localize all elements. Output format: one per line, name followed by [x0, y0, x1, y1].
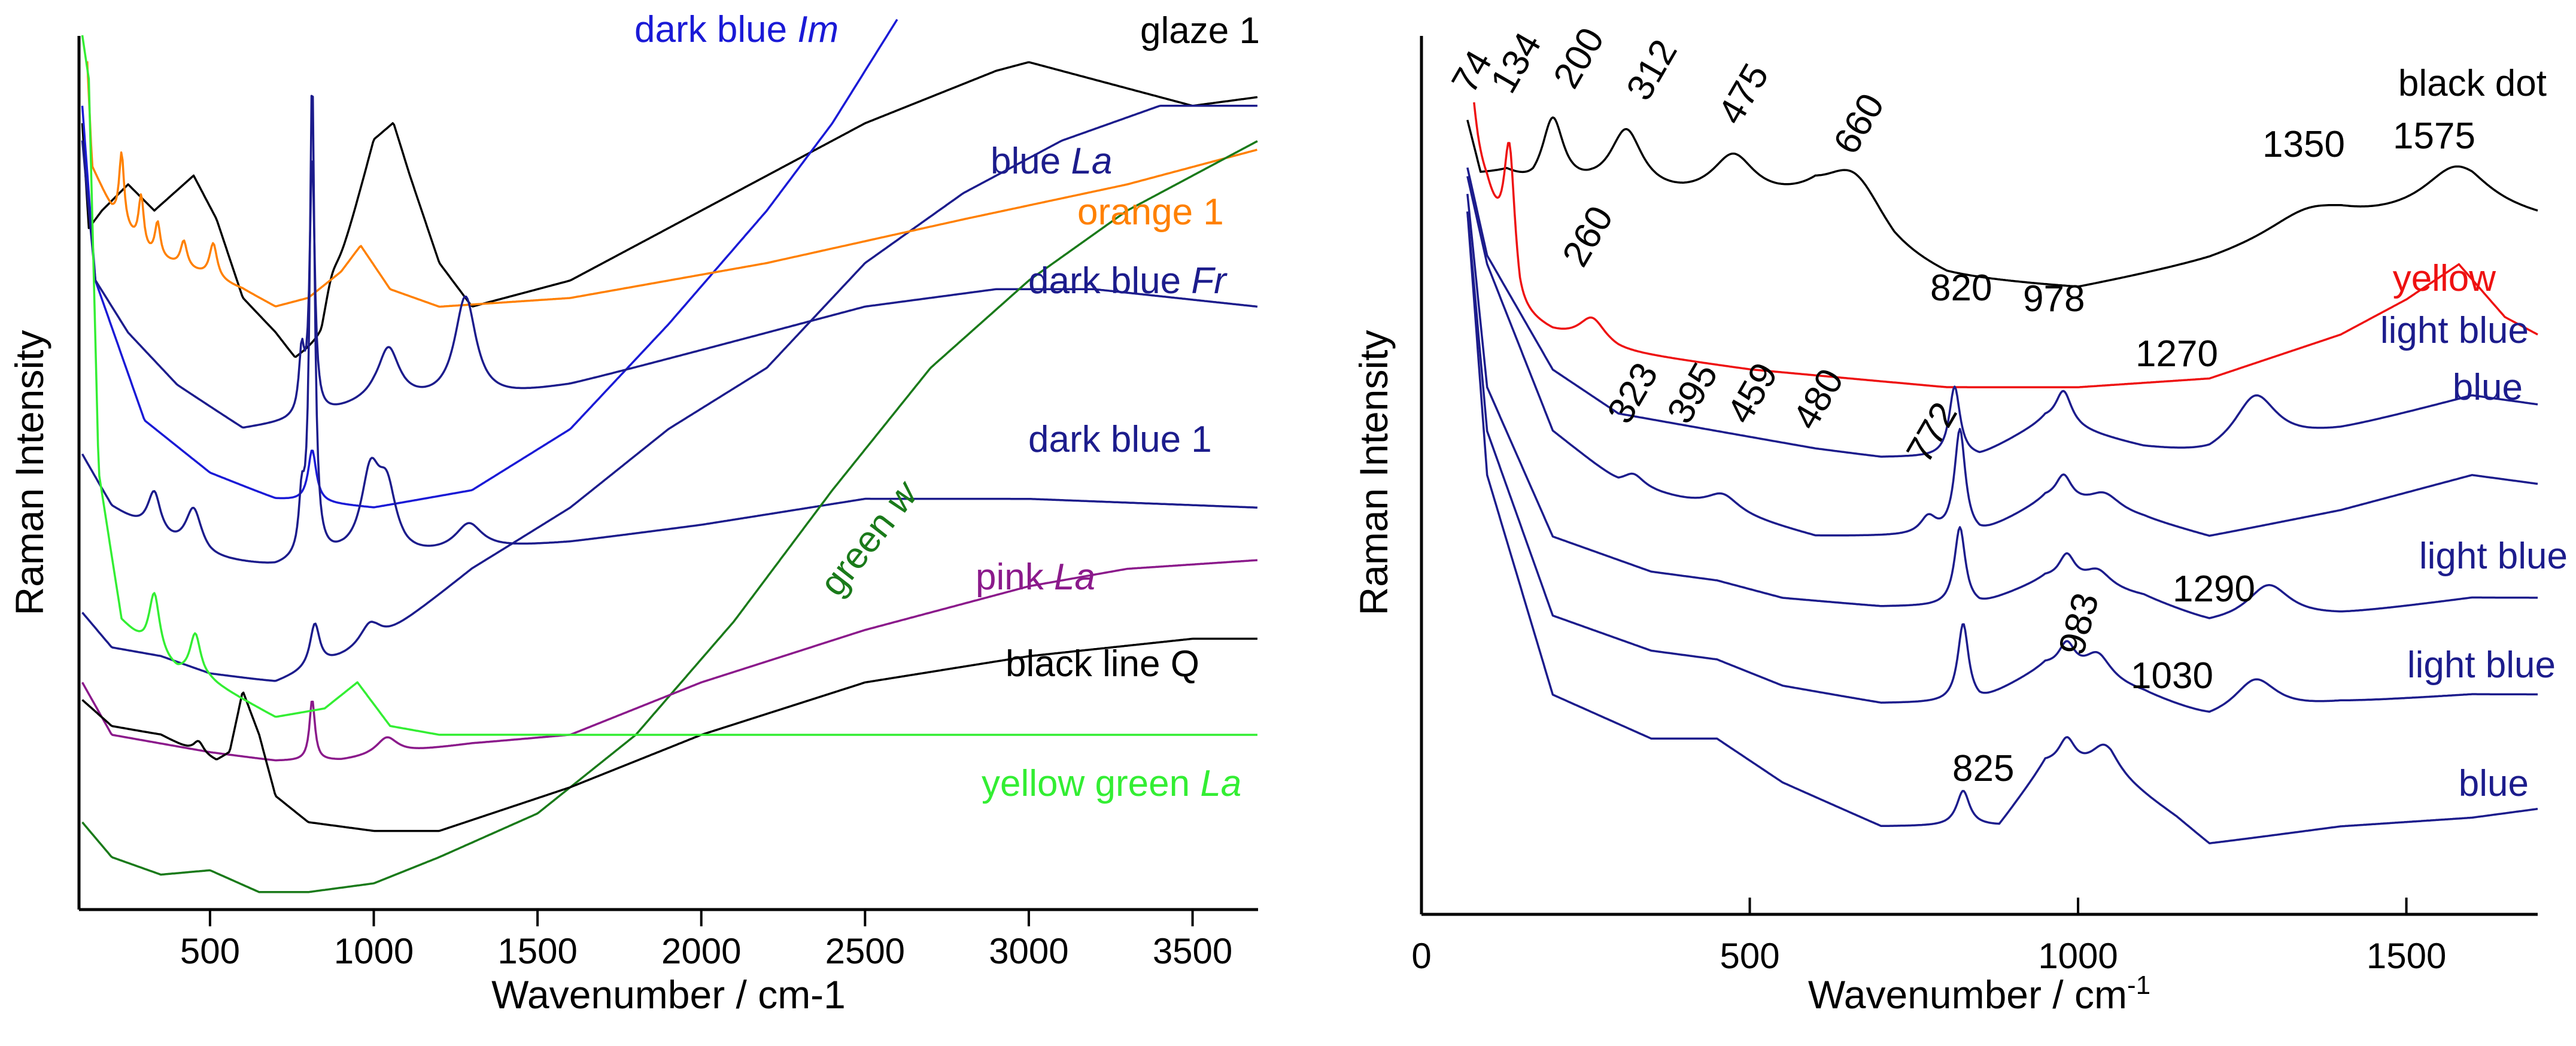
left-y-axis-title: Raman Intensity — [7, 330, 51, 616]
x-tick-label: 3500 — [1153, 931, 1232, 971]
peak-label-1575: 1575 — [2393, 115, 2475, 157]
series-label-dark-blue-1: dark blue 1 — [1028, 419, 1212, 460]
series-label-black-line-q: black line Q — [1006, 643, 1199, 685]
x-tick-label: 0 — [1411, 936, 1431, 976]
series-line-light-blue — [1466, 193, 2538, 619]
peak-label-312: 312 — [1618, 33, 1685, 107]
peak-label-323: 323 — [1599, 356, 1666, 430]
x-tick-label: 1500 — [497, 931, 577, 971]
x-tick-label: 3000 — [989, 931, 1068, 971]
peak-label-1030: 1030 — [2131, 655, 2213, 697]
series-label-light-blue: light blue — [2419, 536, 2568, 577]
series-label-dark-blue-im: dark blue Im — [634, 9, 839, 50]
series-label-light-blue: light blue — [2380, 310, 2529, 351]
peak-label-1290: 1290 — [2173, 568, 2255, 610]
series-line-blue — [1466, 211, 2538, 844]
series-label-blue-la: blue La — [991, 141, 1112, 182]
x-tick-label: 2000 — [661, 931, 741, 971]
right-x-axis-title: Wavenumber / cm-1 — [1808, 971, 2150, 1017]
series-line-glaze-1 — [81, 61, 1258, 358]
peak-label-660: 660 — [1825, 87, 1892, 161]
series-line-yellow — [1473, 102, 2538, 388]
x-tick-label: 500 — [1720, 936, 1779, 976]
peak-label-820: 820 — [1930, 267, 1992, 309]
series-label-blue: blue — [2459, 763, 2529, 804]
series-line-yellow-green-la — [81, 35, 1257, 736]
series-label-light-blue: light blue — [2407, 644, 2556, 686]
peak-label-134: 134 — [1483, 26, 1549, 100]
peak-label-1350: 1350 — [2262, 124, 2345, 165]
peak-label-978: 978 — [2023, 278, 2085, 320]
right-series-labels: black dot yellow light blue blue light blue l… — [2380, 63, 2568, 804]
peak-label-260: 260 — [1554, 199, 1621, 273]
series-label-glaze-1: glaze 1 — [1140, 10, 1260, 51]
right-chart-panel: black dot yellow light blue blue light blue l… — [1351, 21, 2568, 1017]
series-line-blue-la — [81, 105, 1257, 682]
peak-label-200: 200 — [1545, 21, 1612, 95]
x-tick-label: 1000 — [334, 931, 414, 971]
series-line-orange-1 — [86, 61, 1257, 308]
peak-label-825: 825 — [1952, 748, 2014, 789]
series-line-black-dot — [1466, 116, 2538, 288]
x-tick-label: 2500 — [825, 931, 905, 971]
peak-label-475: 475 — [1710, 57, 1776, 131]
series-label-orange-1: orange 1 — [1077, 191, 1224, 233]
series-label-yellow: yellow — [2393, 258, 2496, 299]
series-line-dark-blue-fr — [81, 140, 1258, 429]
series-label-pink-la: pink La — [976, 557, 1095, 598]
left-series-labels: glaze 1 dark blue Im blue La orange 1 dark b… — [634, 9, 1260, 804]
left-x-ticks: 500 1000 1500 2000 2500 3000 3500 — [180, 910, 1232, 971]
peak-label-395: 395 — [1659, 356, 1726, 430]
series-line-blue — [1466, 176, 2538, 537]
right-x-ticks: 0 500 1000 1500 — [1411, 898, 2446, 976]
series-line-light-blue — [1466, 167, 2538, 458]
series-label-black-dot: black dot — [2398, 63, 2547, 104]
right-y-axis-title: Raman Intensity — [1351, 330, 1396, 616]
series-label-green-w: green w — [812, 472, 928, 604]
left-series-group — [81, 19, 1258, 893]
series-line-pink-la — [81, 559, 1257, 762]
x-tick-label: 1500 — [2367, 936, 2446, 976]
series-label-dark-blue-fr: dark blue Fr — [1028, 260, 1228, 302]
left-x-axis-title: Wavenumber / cm-1 — [491, 972, 846, 1017]
peak-label-1270: 1270 — [2135, 333, 2218, 375]
x-tick-label: 500 — [180, 931, 240, 971]
series-line-dark-blue-1 — [81, 95, 1257, 564]
x-tick-label: 1000 — [2038, 936, 2118, 976]
left-chart-panel: glaze 1 dark blue Im blue La orange 1 dark b… — [7, 9, 1260, 1017]
series-line-dark-blue-im — [81, 19, 898, 509]
series-line-black-line-q — [81, 637, 1257, 832]
series-line-light-blue — [1466, 211, 2538, 713]
series-label-yellow-green-la: yellow green La — [982, 763, 1241, 804]
right-series-group — [1466, 102, 2538, 844]
peak-label-983: 983 — [2051, 589, 2107, 659]
series-label-blue: blue — [2453, 367, 2523, 408]
